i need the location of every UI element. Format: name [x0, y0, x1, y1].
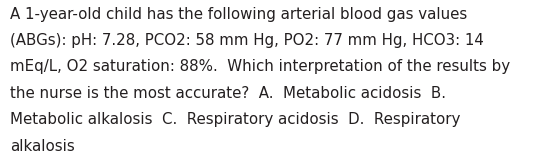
- Text: mEq/L, O2 saturation: 88%.  Which interpretation of the results by: mEq/L, O2 saturation: 88%. Which interpr…: [10, 59, 510, 74]
- Text: (ABGs): pH: 7.28, PCO2: 58 mm Hg, PO2: 77 mm Hg, HCO3: 14: (ABGs): pH: 7.28, PCO2: 58 mm Hg, PO2: 7…: [10, 33, 484, 48]
- Text: Metabolic alkalosis  C.  Respiratory acidosis  D.  Respiratory: Metabolic alkalosis C. Respiratory acido…: [10, 112, 460, 127]
- Text: alkalosis: alkalosis: [10, 139, 75, 154]
- Text: A 1-year-old child has the following arterial blood gas values: A 1-year-old child has the following art…: [10, 7, 467, 22]
- Text: the nurse is the most accurate?  A.  Metabolic acidosis  B.: the nurse is the most accurate? A. Metab…: [10, 86, 446, 101]
